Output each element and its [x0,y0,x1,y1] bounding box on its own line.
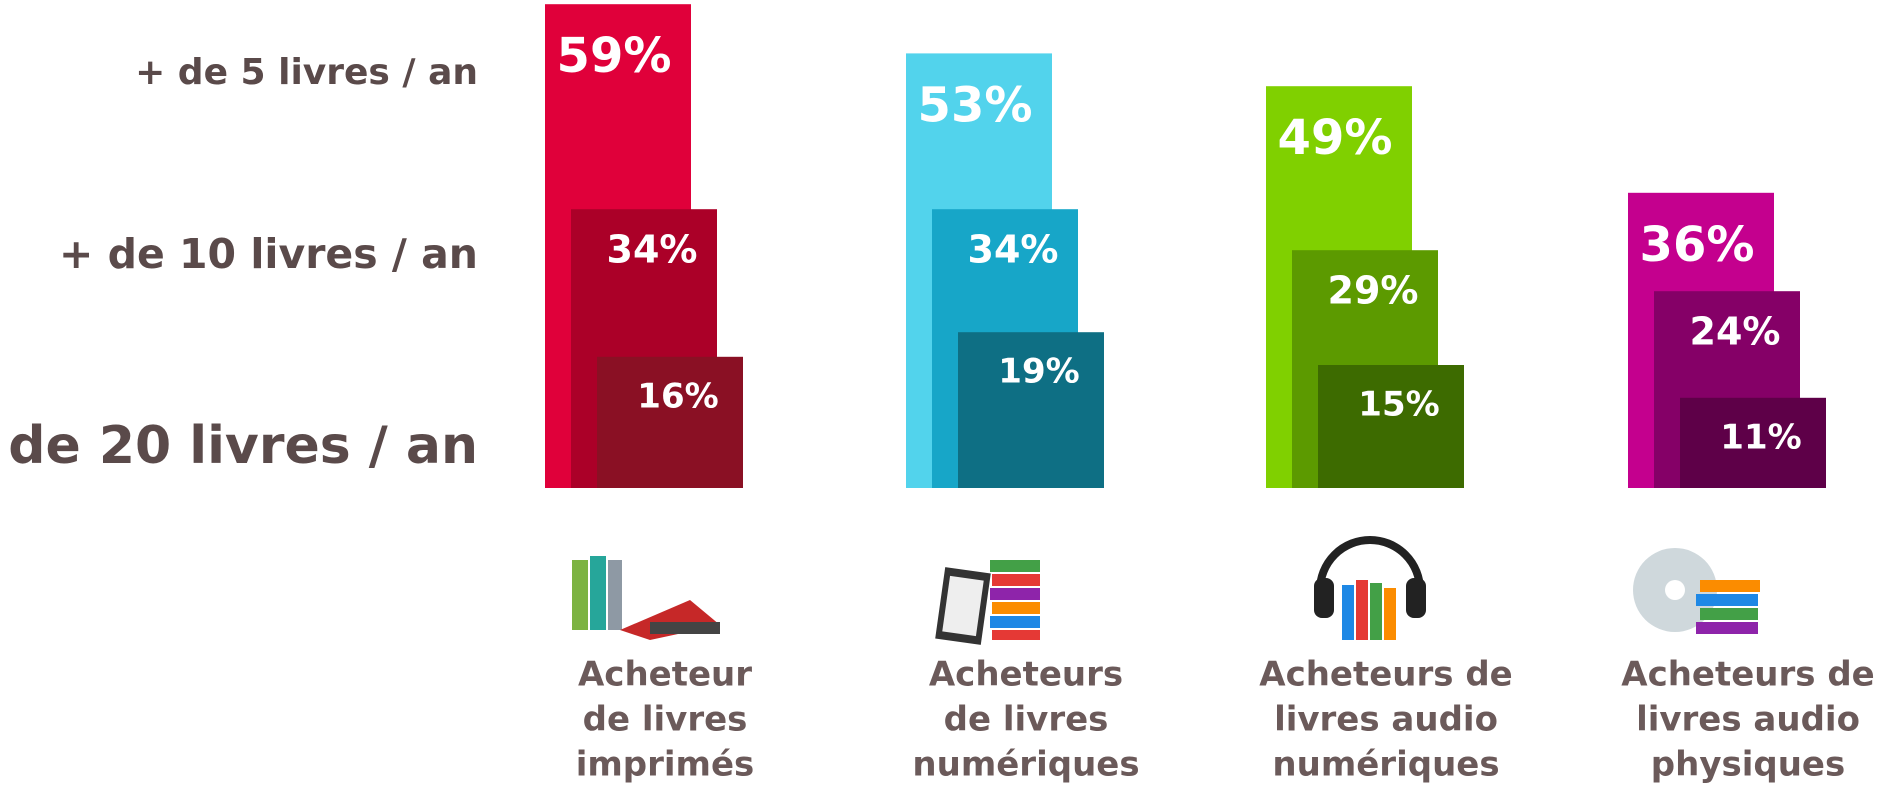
value-label: 34% [968,228,1059,272]
category-label: numériques [912,745,1139,785]
value-label: 11% [1720,417,1801,457]
value-label: 36% [1640,217,1755,273]
icons [572,540,1760,645]
cd-icon [1633,548,1760,634]
book-icon [572,556,720,640]
value-label: 59% [557,28,672,84]
category-label: livres audio [1274,700,1498,740]
series-label: + de 20 livres / an [0,416,478,476]
ebook-icon [935,560,1040,645]
value-label: 53% [918,77,1033,133]
value-label: 29% [1328,269,1419,313]
value-label: 15% [1358,385,1439,425]
category-label: de livres [944,700,1109,740]
value-label: 16% [637,376,718,416]
category-label: physiques [1651,745,1845,785]
category-label: Acheteurs de [1621,655,1875,695]
bar [1318,365,1464,488]
value-label: 24% [1690,310,1781,354]
category-label: de livres [583,700,748,740]
category-label: Acheteurs [929,655,1123,695]
category-label: Acheteurs de [1259,655,1513,695]
category-label: numériques [1272,745,1499,785]
series-label: + de 10 livres / an [59,230,478,278]
category-label: livres audio [1636,700,1860,740]
value-label: 34% [607,228,698,272]
value-label: 49% [1278,110,1393,166]
audio-icon [1314,540,1426,640]
series-label: + de 5 livres / an [135,52,478,93]
category-label: Acheteur [578,655,752,695]
category-label: imprimés [576,745,755,785]
chart: + de 5 livres / an + de 10 livres / an + d… [0,0,1877,785]
value-label: 19% [998,352,1079,392]
